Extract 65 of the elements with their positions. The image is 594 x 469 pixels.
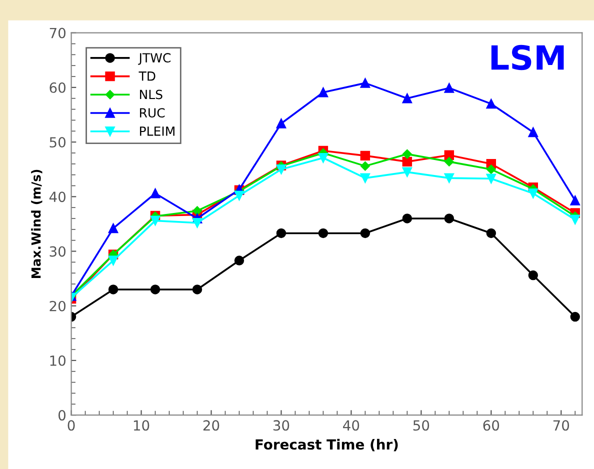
point: [234, 190, 244, 200]
point: [108, 256, 118, 266]
point: [528, 270, 538, 280]
point: [360, 228, 370, 238]
legend-label: JTWC: [138, 53, 171, 65]
point: [318, 153, 328, 163]
point: [276, 164, 286, 174]
y-tick-label: 10: [50, 355, 66, 366]
point: [570, 196, 580, 206]
point: [402, 214, 412, 224]
point: [360, 173, 370, 183]
point: [276, 228, 286, 238]
legend-label: RUC: [140, 108, 165, 118]
y-tick-label: 30: [50, 246, 66, 257]
point: [570, 312, 580, 322]
y-axis-title: Max.Wind (m/s): [31, 170, 42, 278]
point: [402, 93, 412, 104]
y-tick-label: 50: [50, 137, 66, 148]
x-tick-label: 0: [68, 420, 75, 431]
y-tick-label: 70: [50, 28, 66, 38]
point: [276, 118, 286, 128]
point: [192, 284, 202, 294]
point: [528, 188, 538, 198]
point: [360, 161, 370, 171]
legend-label: PLEIM: [140, 126, 174, 136]
y-tick-label: 40: [49, 192, 66, 202]
point: [444, 214, 454, 224]
point: [192, 206, 202, 216]
y-tick-label: 20: [50, 300, 66, 312]
annotation: LSM: [491, 44, 564, 70]
legend-label: TD: [138, 72, 156, 81]
point: [108, 284, 118, 294]
point: [360, 150, 370, 161]
point: [150, 216, 160, 226]
point: [402, 149, 412, 159]
point: [318, 228, 328, 238]
point: [486, 228, 496, 238]
point: [444, 83, 454, 93]
point: [402, 167, 412, 177]
y-tick-label: 60: [50, 82, 66, 93]
point: [486, 98, 496, 109]
x-tick-label: 30: [273, 420, 290, 431]
x-tick-label: 70: [553, 420, 570, 431]
x-tick-label: 20: [203, 420, 220, 431]
point: [318, 87, 328, 98]
point: [486, 164, 496, 174]
point: [486, 174, 496, 184]
point: [570, 214, 580, 224]
x-tick-label: 60: [483, 420, 500, 431]
y-tick-label: 0: [58, 410, 66, 421]
point: [402, 156, 412, 167]
point: [108, 223, 118, 234]
point: [528, 127, 538, 138]
point: [360, 78, 370, 88]
point: [444, 173, 454, 183]
point: [150, 284, 160, 294]
point: [150, 188, 160, 198]
x-axis-title: Forecast Time (hr): [256, 438, 398, 452]
x-tick-label: 40: [343, 420, 360, 431]
x-tick-label: 50: [413, 420, 430, 431]
x-tick-label: 10: [134, 420, 150, 431]
point: [234, 256, 244, 266]
legend-label: NLS: [140, 90, 162, 100]
point: [444, 157, 454, 166]
point: [192, 218, 202, 228]
